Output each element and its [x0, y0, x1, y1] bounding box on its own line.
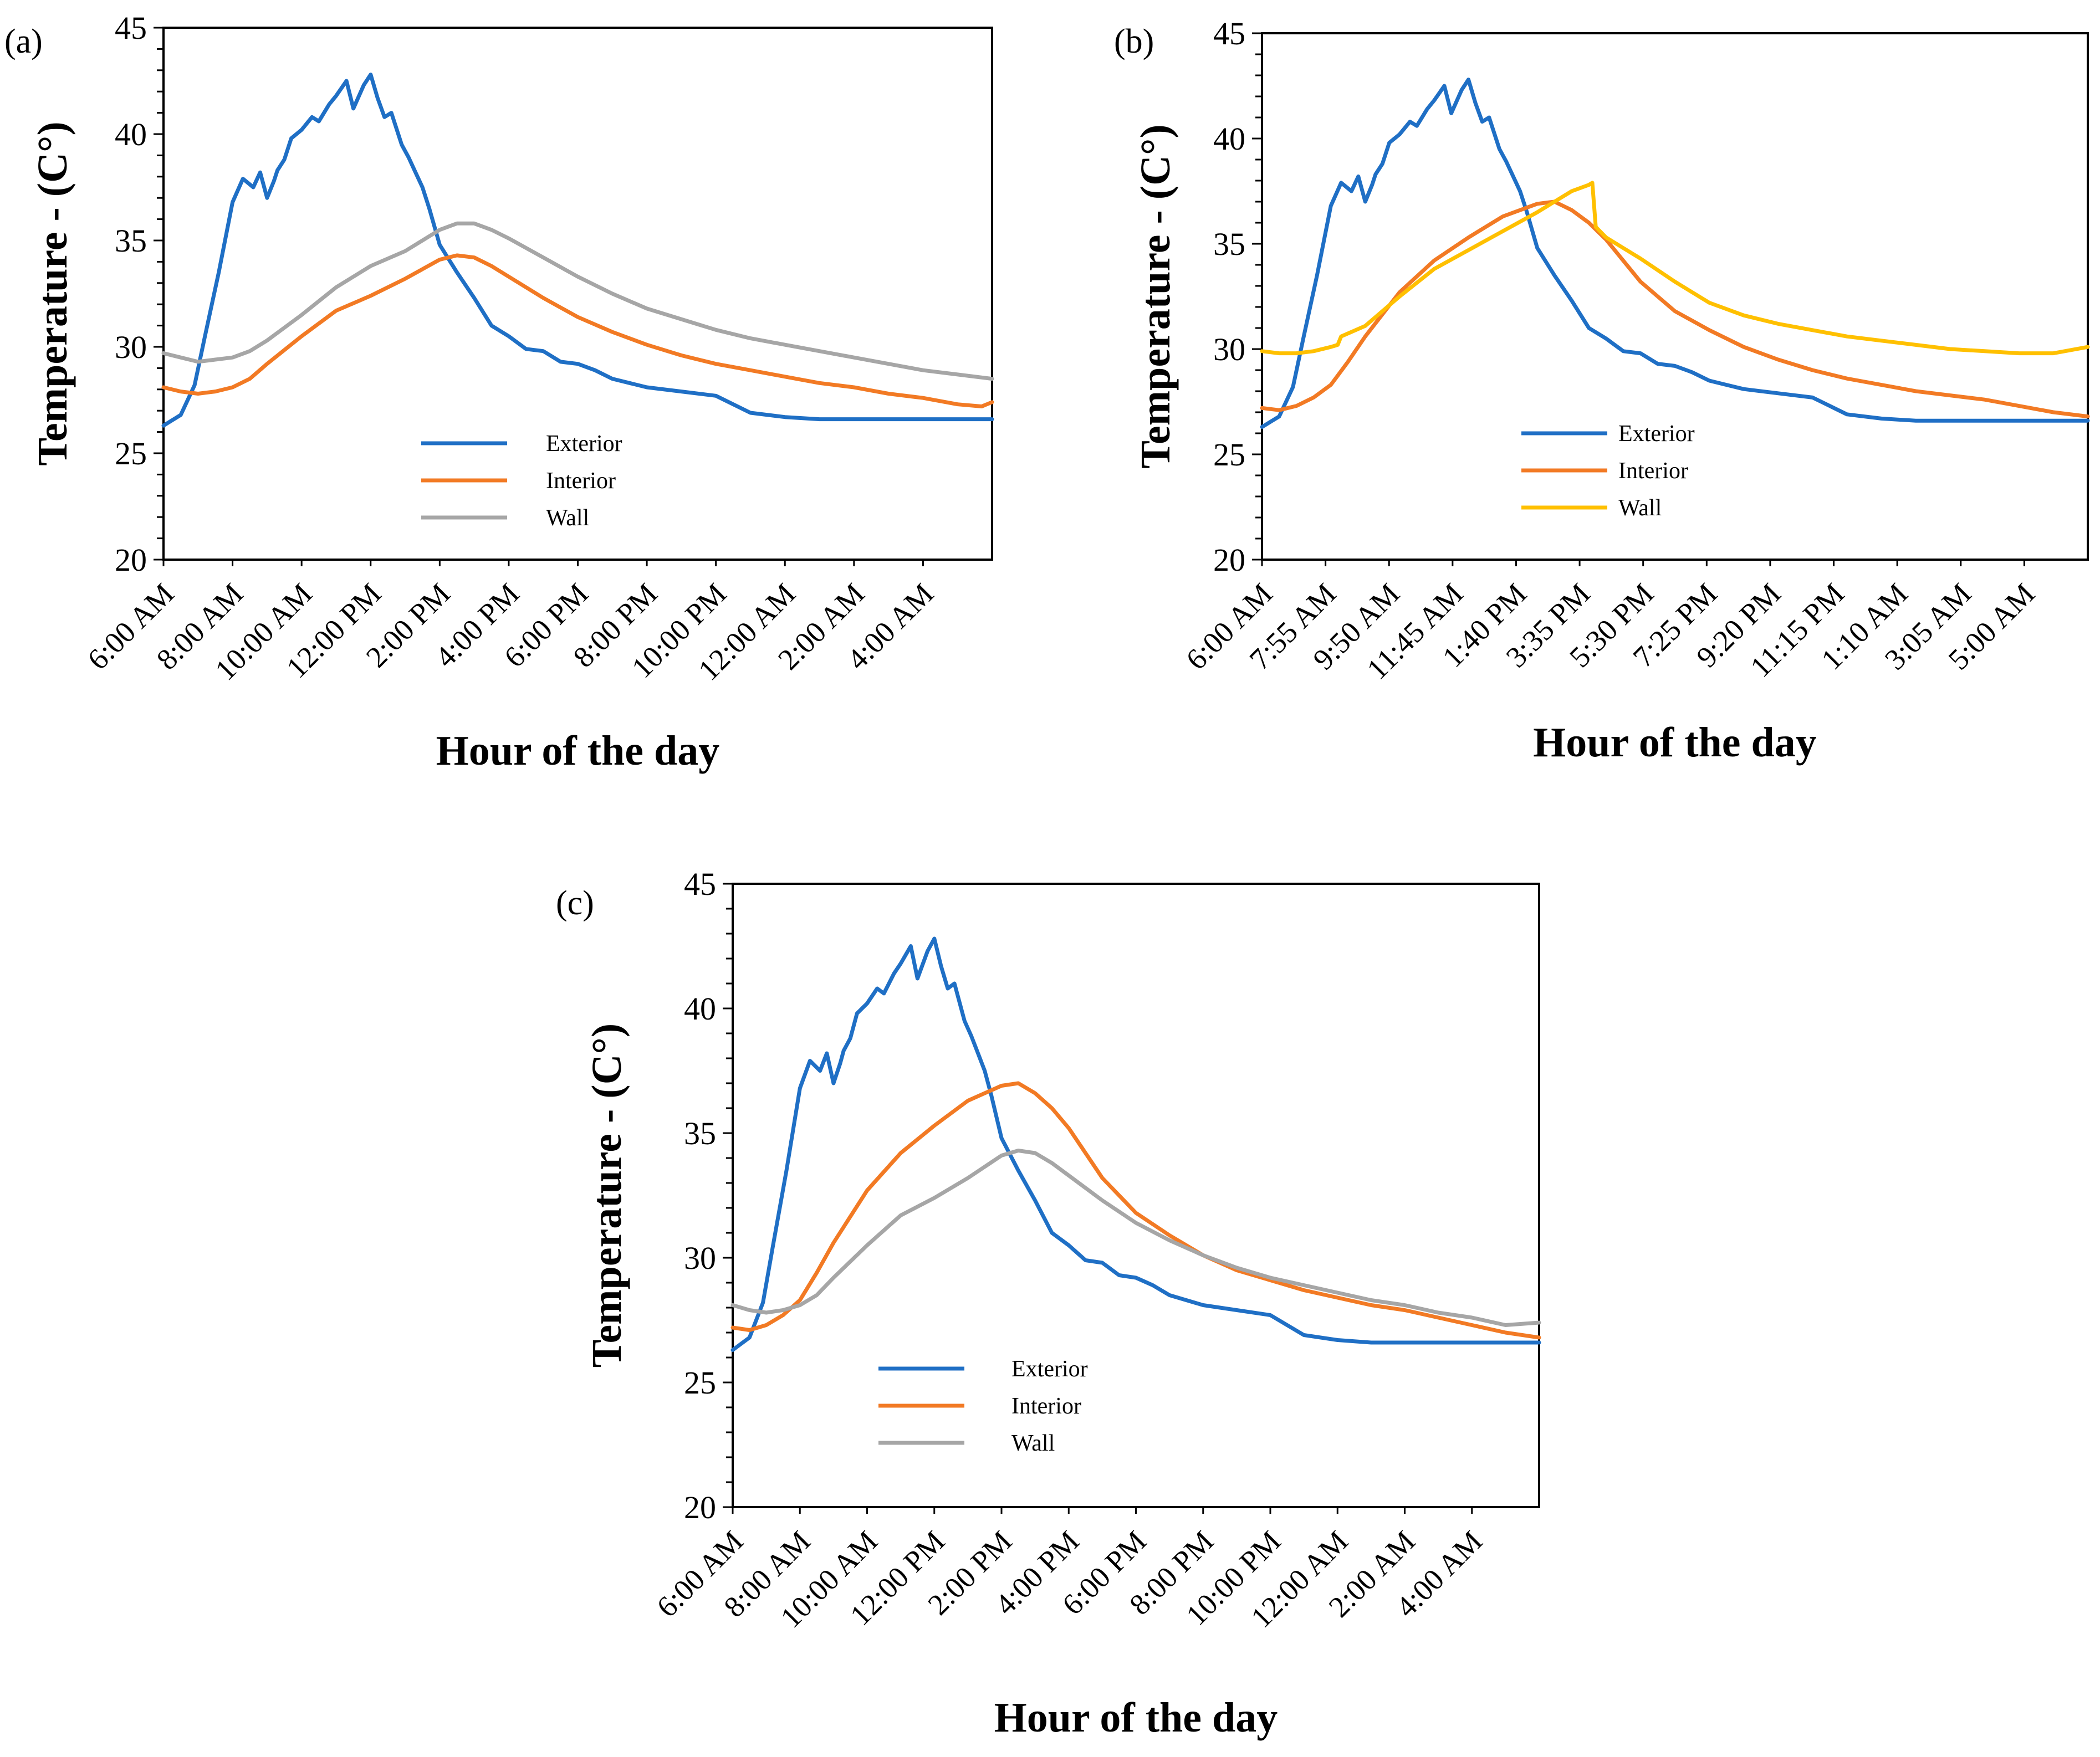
- y-axis-title: Temperature - (C°): [1132, 124, 1179, 468]
- legend-label-interior: Interior: [546, 468, 616, 494]
- panel-label: (a): [4, 23, 43, 60]
- x-axis-title: Hour of the day: [1533, 719, 1817, 766]
- y-tick-label: 25: [1213, 437, 1245, 473]
- series-line-interior: [730, 1081, 1541, 1340]
- series-line-exterior: [161, 73, 994, 428]
- series-line-wall: [1260, 181, 2090, 356]
- series-line-wall: [730, 1149, 1541, 1327]
- y-tick-label: 45: [684, 866, 716, 902]
- y-tick-label: 40: [115, 116, 147, 152]
- series-line-wall: [161, 221, 994, 381]
- y-tick-label: 45: [1213, 16, 1245, 52]
- plot-frame: [732, 883, 1540, 1508]
- y-tick-label: 30: [115, 329, 147, 365]
- y-tick-label: 25: [684, 1365, 716, 1401]
- legend-label-interior: Interior: [1011, 1394, 1081, 1419]
- legend-label-wall: Wall: [546, 505, 589, 531]
- y-tick-label: 20: [684, 1489, 716, 1525]
- panel-label: (b): [1114, 23, 1154, 60]
- y-tick-label: 30: [1213, 331, 1245, 367]
- y-tick-label: 40: [684, 991, 716, 1027]
- x-axis-title: Hour of the day: [436, 728, 720, 774]
- y-tick-label: 45: [115, 10, 147, 46]
- series-line-interior: [161, 253, 994, 408]
- series-line-exterior: [1260, 78, 2090, 429]
- y-tick-label: 35: [115, 223, 147, 259]
- y-tick-label: 30: [684, 1240, 716, 1276]
- plot-frame: [1261, 32, 2089, 561]
- y-tick-label: 40: [1213, 121, 1245, 157]
- y-tick-label: 20: [1213, 542, 1245, 578]
- legend-label-exterior: Exterior: [1618, 421, 1695, 447]
- x-axis-title: Hour of the day: [994, 1694, 1278, 1741]
- legend-label-exterior: Exterior: [1011, 1356, 1088, 1382]
- y-axis-title: Temperature - (C°): [584, 1023, 630, 1367]
- y-axis-title: Temperature - (C°): [29, 121, 76, 465]
- legend-label-exterior: Exterior: [546, 431, 622, 457]
- series-line-exterior: [730, 936, 1541, 1352]
- y-tick-label: 20: [115, 542, 147, 578]
- y-tick-label: 25: [115, 436, 147, 472]
- y-tick-label: 35: [684, 1115, 716, 1151]
- panel-label: (c): [556, 884, 594, 922]
- legend-label-interior: Interior: [1618, 458, 1688, 484]
- legend-label-wall: Wall: [1618, 495, 1662, 521]
- legend-label-wall: Wall: [1011, 1431, 1055, 1456]
- y-tick-label: 35: [1213, 226, 1245, 262]
